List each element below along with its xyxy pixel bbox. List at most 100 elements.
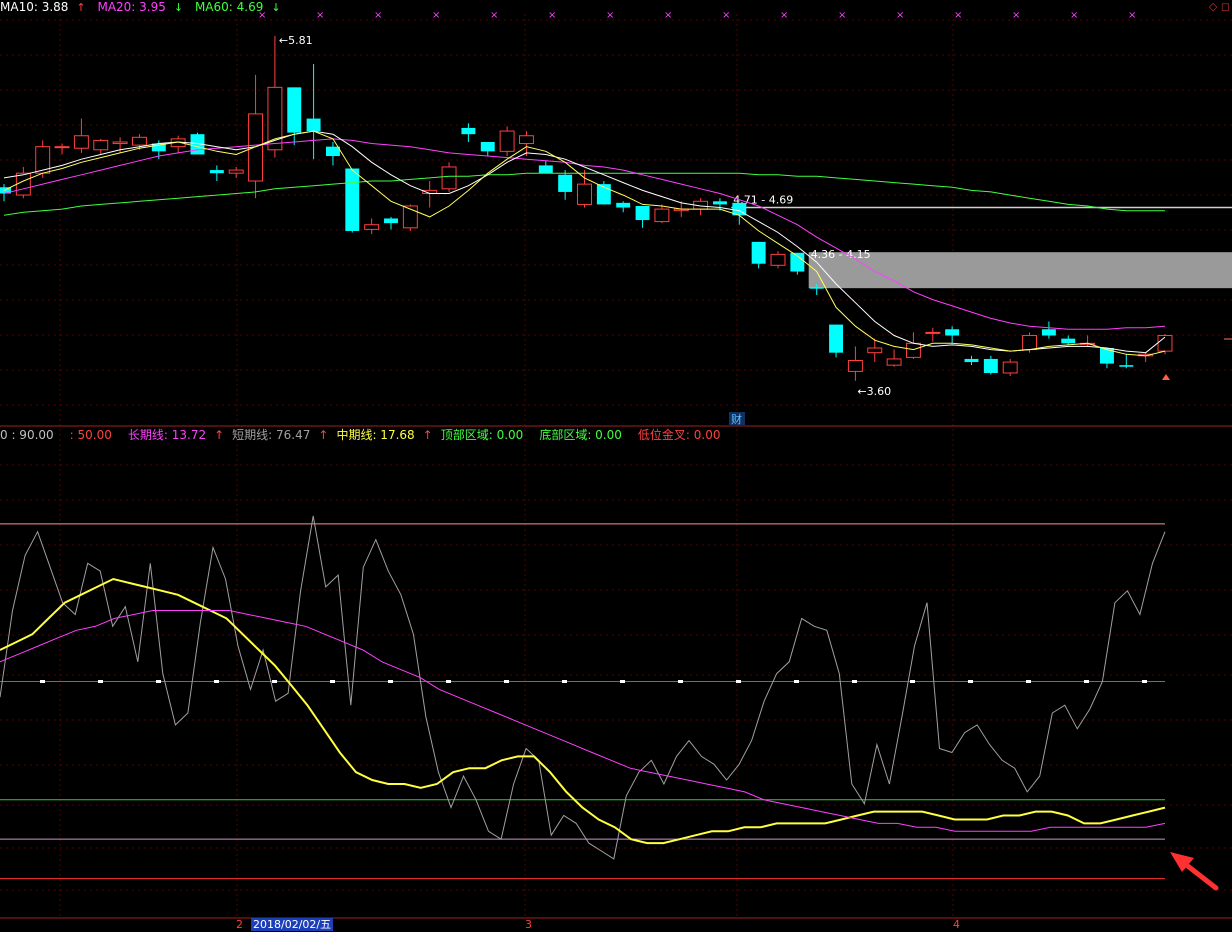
indicator-legend-text: 底部区域: 0.00 — [539, 428, 622, 442]
level-marker — [156, 680, 161, 683]
candle-body — [15, 172, 31, 196]
ma60-legend: MA60: 4.69 ↓ — [195, 0, 281, 14]
indicator-legend-text: 0 : 90.00 — [0, 428, 54, 442]
candle-body — [54, 146, 70, 149]
indicator-series-line — [0, 515, 1166, 860]
buy-marker-icon — [1162, 374, 1170, 380]
candle-body — [905, 342, 921, 358]
finance-marker-bg — [729, 412, 745, 425]
candle-body — [538, 165, 553, 174]
marker-cross: × — [1012, 10, 1020, 21]
candle-body — [93, 139, 109, 151]
marker-cross: × — [780, 10, 788, 21]
ma60-value: MA60: 4.69 — [194, 0, 264, 14]
marker-cross: × — [258, 10, 266, 21]
candle-body — [461, 127, 476, 135]
candle-body — [1002, 361, 1018, 374]
ma60-line — [3, 172, 1165, 216]
level-marker — [620, 680, 625, 683]
indicator-legend-arrow: ↑ — [318, 428, 329, 442]
indicator-legend-text: 长期线: 13.72 — [127, 428, 207, 442]
marker-cross: × — [896, 10, 904, 21]
candle-body — [131, 136, 147, 146]
candle-body — [635, 205, 650, 221]
candle-body — [499, 130, 515, 152]
indicator-legend-text: 短期线: 76.47 — [232, 428, 311, 442]
indicator-legend-item: 中期线: 17.68 ↑ — [336, 428, 432, 442]
marker-cross: × — [838, 10, 846, 21]
gap-band-fill — [808, 252, 1232, 289]
marker-cross: × — [374, 10, 382, 21]
indicator-legend-text: 低位金叉: 0.00 — [637, 428, 721, 442]
candle-body — [112, 141, 128, 145]
candle-body — [209, 170, 224, 174]
ma5-line — [3, 130, 1166, 357]
level-marker — [214, 680, 219, 683]
x-label-4: 4 — [953, 918, 960, 931]
marker-cross: × — [606, 10, 614, 21]
candle-body — [267, 86, 283, 151]
candle-body — [1119, 365, 1134, 367]
level-marker — [736, 680, 741, 683]
indicator-legend-item: 短期线: 76.47 ↑ — [232, 428, 328, 442]
gap-band-label: 4.71 - 4.69 — [733, 194, 793, 207]
ma20-arrow: ↓ — [173, 1, 184, 14]
x-label-selected-date[interactable]: 2018/02/02/五 — [251, 918, 334, 931]
candle-body — [596, 184, 611, 205]
indicator-legend-text: 中期线: 17.68 — [336, 428, 415, 442]
candle-body — [770, 253, 786, 266]
low-price-label: ←3.60 — [857, 385, 891, 398]
candle-body — [790, 252, 805, 272]
candle-body — [945, 329, 960, 336]
level-marker — [388, 680, 393, 683]
ma60-arrow: ↓ — [271, 1, 281, 14]
level-marker — [794, 680, 799, 683]
ma10-value: MA10: 3.88 — [0, 0, 69, 14]
indicator-legend-item: 长期线: 13.72 ↑ — [128, 428, 224, 442]
candle-body — [345, 168, 360, 231]
candle-body — [712, 201, 727, 205]
candle-body — [228, 169, 244, 174]
marker-cross: × — [316, 10, 324, 21]
candle-body — [151, 143, 166, 152]
marker-cross: × — [1128, 10, 1136, 21]
level-marker — [1084, 680, 1089, 683]
level-marker — [40, 680, 45, 683]
candle-body — [829, 324, 844, 353]
indicator-legend-arrow: ↑ — [214, 428, 225, 442]
marker-cross: × — [548, 10, 556, 21]
indicator-legend-item: 0 : 90.00 — [0, 428, 62, 442]
x-label-2: 2 — [236, 918, 243, 931]
candle-body — [480, 141, 495, 152]
candle-body — [1099, 348, 1114, 364]
window-control-icon[interactable]: ◇ ◻ — [1208, 0, 1230, 13]
indicator-legend-item: 低位金叉: 0.00 — [638, 428, 729, 442]
level-marker — [330, 680, 335, 683]
marker-cross: × — [722, 10, 730, 21]
main-chart-legend: MA10: 3.88 ↑ MA20: 3.95 ↓ MA60: 4.69 ↓ — [0, 0, 289, 15]
indicator-legend-text: 顶部区域: 0.00 — [440, 428, 524, 442]
indicator-series-line — [0, 610, 1166, 832]
candle-body — [886, 358, 902, 366]
candle-body — [867, 347, 883, 354]
indicator-legend-item: 底部区域: 0.00 — [539, 428, 630, 442]
marker-cross: × — [664, 10, 672, 21]
marker-cross: × — [432, 10, 440, 21]
indicator-legend-arrow: ↑ — [422, 428, 433, 442]
indicator-series-line — [0, 577, 1166, 845]
candle-body — [0, 187, 11, 194]
ma20-legend: MA20: 3.95 ↓ — [97, 0, 183, 14]
level-marker — [1142, 680, 1147, 683]
candle-body — [847, 359, 863, 372]
candle-body — [73, 135, 89, 149]
candle-body — [287, 87, 302, 133]
candle-body — [809, 287, 824, 289]
level-marker — [562, 680, 567, 683]
marker-cross: × — [490, 10, 498, 21]
marker-cross: × — [1070, 10, 1078, 21]
annotation-arrow-head-icon — [1170, 852, 1194, 872]
level-marker — [910, 680, 915, 683]
candle-body — [751, 241, 766, 264]
indicator-legend-item: : 50.00 — [70, 428, 120, 442]
